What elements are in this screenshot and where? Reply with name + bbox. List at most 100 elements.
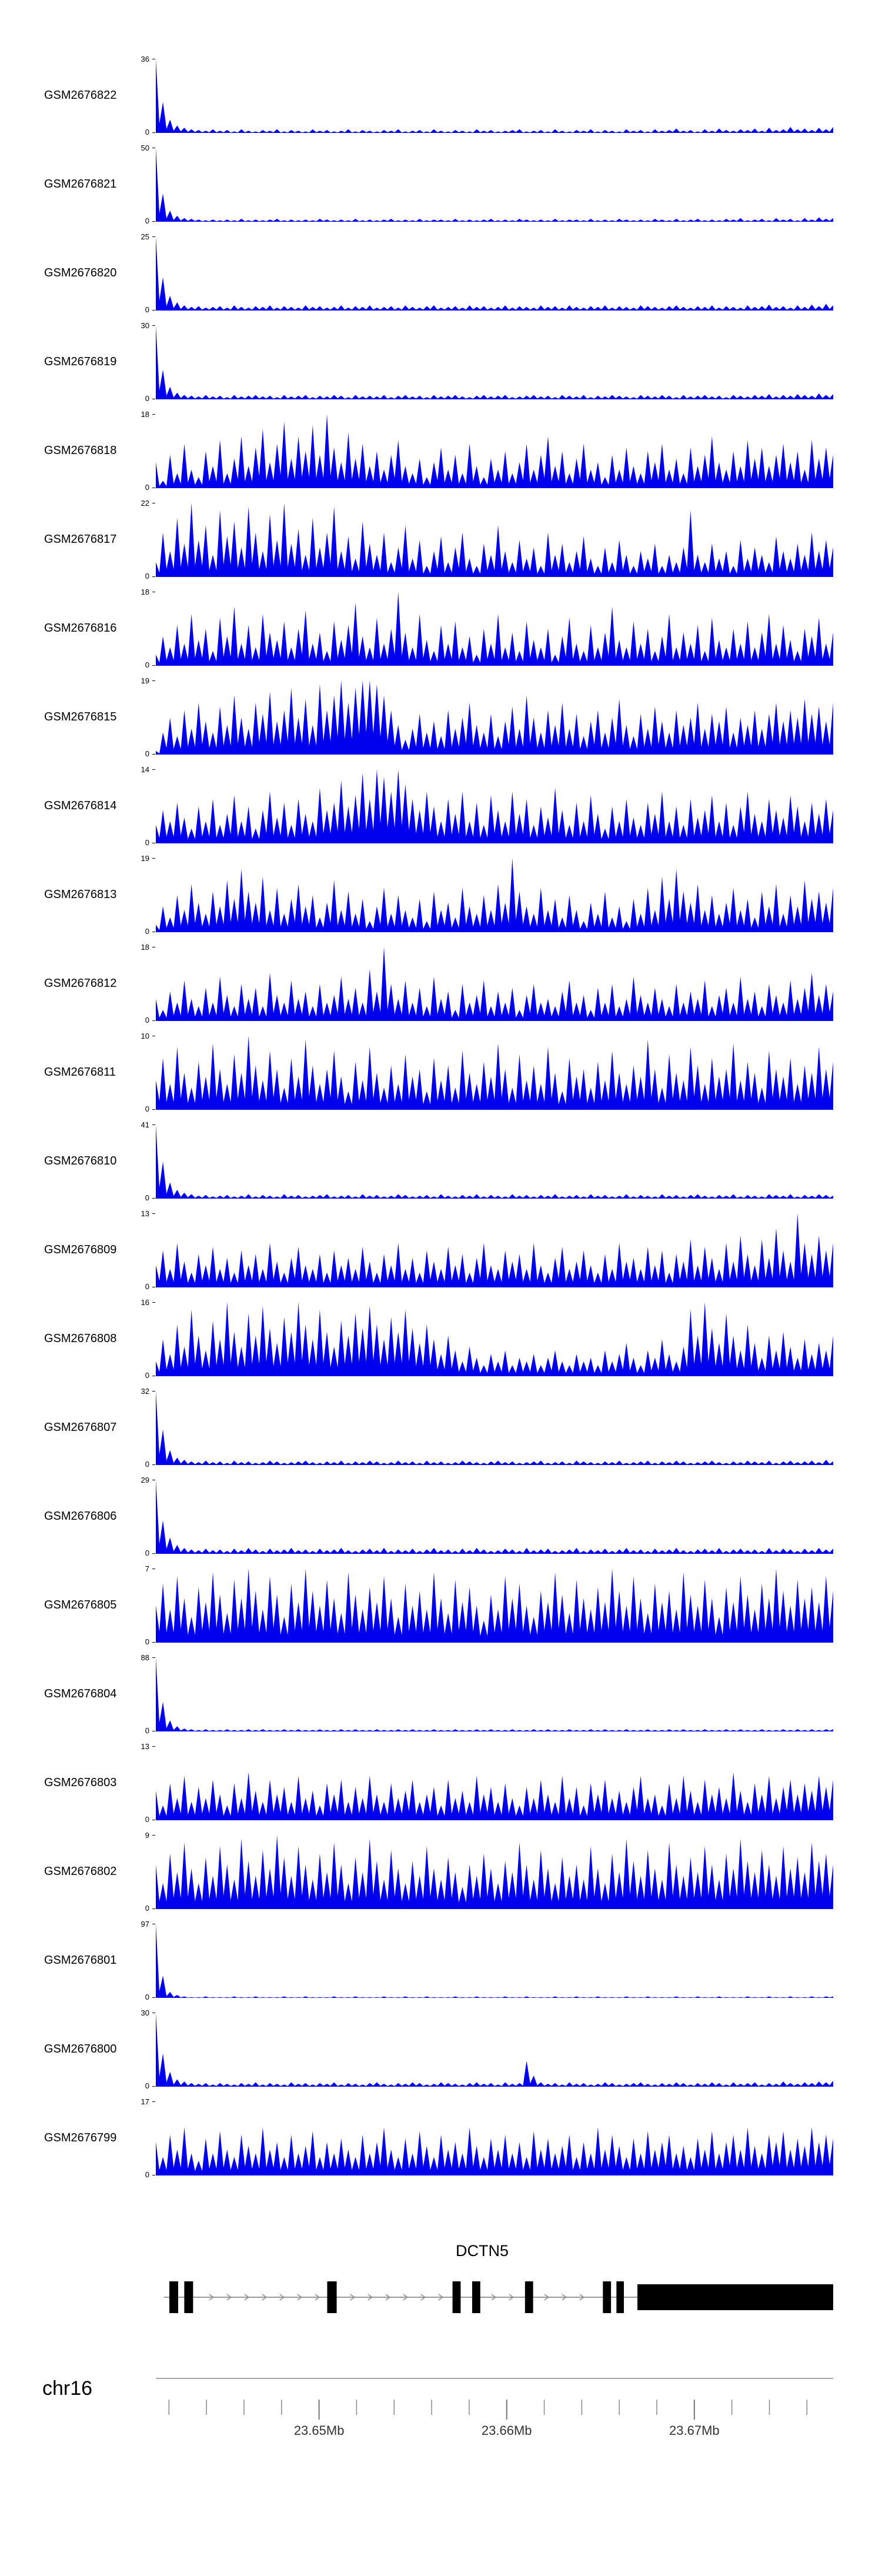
axis-tick: [152, 680, 155, 681]
track-ymin-label: 0: [145, 1282, 149, 1291]
strand-arrow-icon: [420, 2294, 426, 2301]
track-label: GSM2676817: [44, 533, 117, 546]
coverage-area-chart: [156, 1391, 833, 1465]
signal-track-row: GSM2676801 97 0: [0, 1920, 882, 2013]
signal-track-row: GSM2676811 10 0: [0, 1032, 882, 1125]
coverage-area-chart: [156, 1302, 833, 1376]
axis-tick: [152, 1997, 155, 1998]
track-ymin-label: 0: [145, 1815, 149, 1824]
signal-track-row: GSM2676821 50 0: [0, 144, 882, 236]
track-ymax-label: 19: [141, 676, 149, 685]
track-ymax-label: 13: [141, 1742, 149, 1751]
track-ymin-label: 0: [145, 660, 149, 669]
track-ymax-label: 18: [141, 588, 149, 596]
track-label: GSM2676814: [44, 799, 117, 812]
track-ymax-label: 14: [141, 765, 149, 774]
signal-track-row: GSM2676803 13 0: [0, 1742, 882, 1835]
coverage-area-chart: [156, 414, 833, 488]
signal-track-row: GSM2676806 29 0: [0, 1476, 882, 1569]
strand-arrow-icon: [403, 2294, 409, 2301]
gene-name-label: DCTN5: [455, 2242, 509, 2260]
track-ymin-label: 0: [145, 305, 149, 314]
track-ymax-label: 32: [141, 1387, 149, 1396]
track-ymin-label: 0: [145, 1549, 149, 1557]
axis-tick: [152, 310, 155, 311]
strand-arrow-icon: [350, 2294, 356, 2301]
track-label: GSM2676807: [44, 1421, 117, 1434]
track-label: GSM2676810: [44, 1154, 117, 1167]
track-label: GSM2676818: [44, 444, 117, 457]
track-ymin-label: 0: [145, 2081, 149, 2090]
signal-track-row: GSM2676805 7 0: [0, 1565, 882, 1657]
strand-arrow-icon: [579, 2294, 585, 2301]
strand-arrow-icon: [209, 2294, 215, 2301]
exon-box: [169, 2281, 179, 2313]
track-ymax-label: 25: [141, 232, 149, 241]
coverage-area-chart: [156, 1772, 833, 1820]
axis-tick: [152, 1464, 155, 1465]
coverage-area-chart: [156, 59, 833, 133]
axis-tick: [152, 1213, 155, 1214]
axis-tick: [152, 2101, 155, 2102]
strand-arrow-icon: [279, 2294, 285, 2301]
exon-box: [616, 2281, 624, 2313]
track-ymin-label: 0: [145, 1105, 149, 1113]
track-label: GSM2676812: [44, 977, 117, 990]
axis-tick: [152, 132, 155, 133]
strand-arrow-icon: [226, 2294, 232, 2301]
strand-arrow-icon: [385, 2294, 391, 2301]
axis-tick: [152, 221, 155, 222]
signal-track-row: GSM2676812 18 0: [0, 943, 882, 1036]
track-label: GSM2676816: [44, 622, 117, 635]
track-ymin-label: 0: [145, 1637, 149, 1646]
signal-track-row: GSM2676819 30 0: [0, 322, 882, 414]
track-label: GSM2676819: [44, 355, 117, 368]
coverage-area-chart: [156, 947, 833, 1021]
signal-track-row: GSM2676815 19 0: [0, 676, 882, 769]
axis-tick: [152, 1835, 155, 1836]
track-ymin-label: 0: [145, 838, 149, 847]
track-label: GSM2676803: [44, 1776, 117, 1789]
axis-tick: [152, 1746, 155, 1747]
axis-tick-label: 23.65Mb: [294, 2423, 345, 2438]
track-ymin-label: 0: [145, 927, 149, 936]
coverage-area-chart: [156, 1924, 833, 1998]
track-ymax-label: 13: [141, 1209, 149, 1218]
track-label: GSM2676813: [44, 888, 117, 901]
track-label: GSM2676808: [44, 1332, 117, 1345]
axis-tick: [152, 1657, 155, 1658]
track-label: GSM2676805: [44, 1599, 117, 1611]
strand-arrow-icon: [368, 2294, 373, 2301]
exon-box: [524, 2281, 533, 2313]
track-ymax-label: 16: [141, 1298, 149, 1307]
signal-track-row: GSM2676804 88 0: [0, 1653, 882, 1746]
track-ymax-label: 7: [145, 1564, 149, 1573]
strand-arrow-icon: [562, 2294, 567, 2301]
track-label: GSM2676821: [44, 178, 117, 191]
signal-track-row: GSM2676810 41 0: [0, 1121, 882, 1213]
track-ymax-label: 88: [141, 1653, 149, 1662]
signal-track-row: GSM2676820 25 0: [0, 232, 882, 325]
coverage-area-chart: [156, 1835, 833, 1909]
coverage-area-chart: [156, 1569, 833, 1643]
coverage-area-chart: [156, 769, 833, 843]
axis-tick: [152, 1302, 155, 1303]
axis-tick: [152, 414, 155, 415]
coverage-area-chart: [156, 2013, 833, 2087]
axis-tick: [152, 1198, 155, 1199]
exon-box: [452, 2281, 461, 2313]
coverage-area-chart: [156, 1480, 833, 1554]
signal-track-row: GSM2676818 18 0: [0, 411, 882, 503]
track-label: GSM2676800: [44, 2043, 117, 2056]
coverage-area-chart: [156, 858, 833, 932]
track-ymin-label: 0: [145, 128, 149, 136]
axis-tick: [152, 1109, 155, 1110]
coverage-area-chart: [156, 1125, 833, 1199]
track-ymax-label: 36: [141, 55, 149, 64]
coverage-area-chart: [156, 1213, 833, 1287]
track-ymax-label: 9: [145, 1831, 149, 1840]
track-ymin-label: 0: [145, 749, 149, 758]
strand-arrow-icon: [438, 2294, 444, 2301]
axis-tick: [152, 1391, 155, 1392]
